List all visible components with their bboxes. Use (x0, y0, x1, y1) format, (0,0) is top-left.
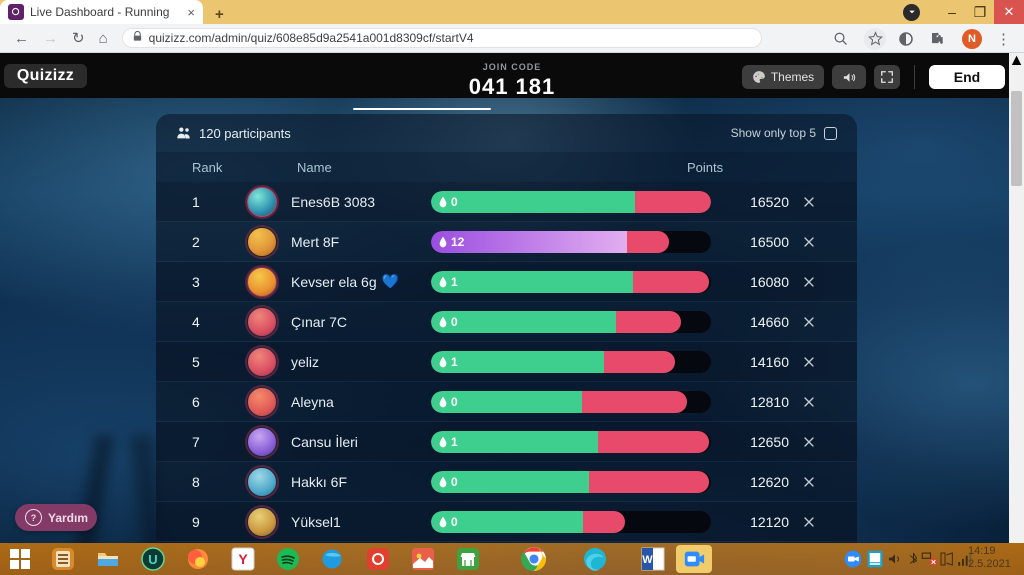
svg-text:U: U (148, 552, 157, 567)
svg-text:W: W (642, 554, 653, 566)
svg-text:Y: Y (238, 551, 248, 567)
